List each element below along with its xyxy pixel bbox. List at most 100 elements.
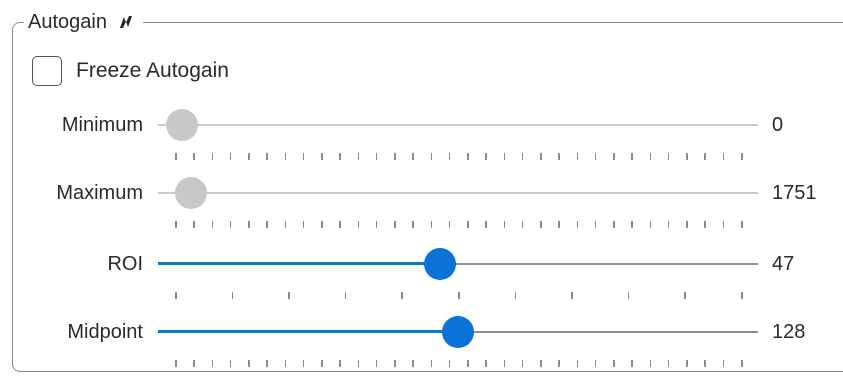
slider-tick	[613, 153, 615, 160]
slider-tick	[448, 360, 451, 367]
slider-track	[158, 124, 758, 126]
slider-tick	[248, 153, 250, 160]
slider-thumb[interactable]	[424, 248, 456, 280]
slider-tick	[558, 153, 560, 160]
slider-ticks	[175, 153, 743, 161]
slider-tick	[321, 153, 323, 160]
slider-ticks	[175, 360, 743, 368]
slider-tick	[229, 153, 232, 160]
slider-tick	[375, 360, 378, 367]
slider-track	[158, 263, 758, 265]
slider-tick	[321, 221, 323, 228]
slider-thumb[interactable]	[175, 177, 207, 209]
slider-tick	[485, 153, 487, 160]
midpoint-slider[interactable]	[158, 316, 758, 348]
slider-tick	[175, 360, 177, 367]
slider-tick	[394, 153, 396, 160]
slider-tick	[722, 221, 725, 228]
freeze-autogain-box[interactable]	[32, 56, 62, 86]
slider-fill	[158, 262, 440, 265]
slider-tick	[344, 292, 347, 299]
slider-tick	[375, 221, 378, 228]
lightning-icon	[119, 16, 132, 28]
slider-tick	[649, 360, 652, 367]
slider-tick	[521, 360, 524, 367]
slider-tick	[266, 153, 268, 160]
slider-tick	[667, 221, 670, 228]
slider-tick	[339, 221, 341, 228]
minimum-slider[interactable]	[158, 109, 758, 141]
slider-tick	[339, 360, 341, 367]
slider-minimum: Minimum 0	[0, 109, 843, 169]
slider-tick	[631, 360, 633, 367]
slider-track	[158, 192, 758, 194]
slider-tick	[571, 292, 573, 299]
slider-tick	[467, 360, 469, 367]
slider-tick	[686, 360, 688, 367]
slider-tick	[686, 153, 688, 160]
slider-label-maximum: Maximum	[56, 182, 143, 204]
slider-tick	[229, 221, 232, 228]
freeze-autogain-checkbox[interactable]: Freeze Autogain	[32, 56, 229, 86]
slider-roi: ROI 47	[0, 248, 843, 308]
slider-tick	[248, 360, 250, 367]
slider-tick	[284, 360, 287, 367]
slider-tick	[576, 153, 579, 160]
slider-tick	[211, 221, 214, 228]
autogain-group	[12, 22, 843, 372]
slider-tick	[231, 292, 234, 299]
slider-tick	[288, 292, 290, 299]
slider-tick	[594, 221, 597, 228]
slider-tick	[412, 360, 414, 367]
slider-tick	[704, 221, 706, 228]
slider-tick	[394, 360, 396, 367]
slider-value-maximum: 1751	[772, 182, 817, 204]
slider-tick	[631, 221, 633, 228]
slider-tick	[302, 153, 305, 160]
slider-tick	[321, 360, 323, 367]
slider-tick	[430, 153, 433, 160]
slider-tick	[229, 360, 232, 367]
slider-tick	[458, 292, 460, 299]
slider-tick	[284, 153, 287, 160]
slider-tick	[211, 360, 214, 367]
slider-tick	[394, 221, 396, 228]
slider-label-minimum: Minimum	[61, 114, 143, 136]
slider-value-minimum: 0	[772, 114, 784, 136]
slider-tick	[211, 153, 214, 160]
slider-tick	[722, 153, 725, 160]
slider-tick	[467, 221, 469, 228]
slider-value-midpoint: 128	[772, 321, 806, 343]
slider-value-roi: 47	[772, 253, 795, 275]
slider-fill	[158, 330, 458, 333]
roi-slider[interactable]	[158, 248, 758, 280]
slider-tick	[540, 153, 542, 160]
slider-tick	[540, 360, 542, 367]
slider-tick	[631, 153, 633, 160]
slider-tick	[448, 153, 451, 160]
slider-tick	[284, 221, 287, 228]
slider-tick	[704, 153, 706, 160]
slider-tick	[558, 221, 560, 228]
slider-tick	[357, 153, 360, 160]
slider-tick	[412, 153, 414, 160]
slider-tick	[576, 221, 579, 228]
slider-tick	[266, 221, 268, 228]
slider-tick	[722, 360, 725, 367]
slider-maximum: Maximum 1751	[0, 177, 843, 237]
slider-tick	[649, 221, 652, 228]
slider-thumb[interactable]	[442, 316, 474, 348]
slider-tick	[503, 153, 506, 160]
slider-tick	[430, 360, 433, 367]
slider-tick	[503, 221, 506, 228]
slider-tick	[684, 292, 686, 299]
slider-thumb[interactable]	[166, 109, 198, 141]
slider-tick	[448, 221, 451, 228]
slider-tick	[302, 360, 305, 367]
slider-tick	[302, 221, 305, 228]
maximum-slider[interactable]	[158, 177, 758, 209]
slider-tick	[576, 360, 579, 367]
slider-tick	[613, 221, 615, 228]
slider-tick	[339, 153, 341, 160]
slider-tick	[741, 360, 743, 367]
